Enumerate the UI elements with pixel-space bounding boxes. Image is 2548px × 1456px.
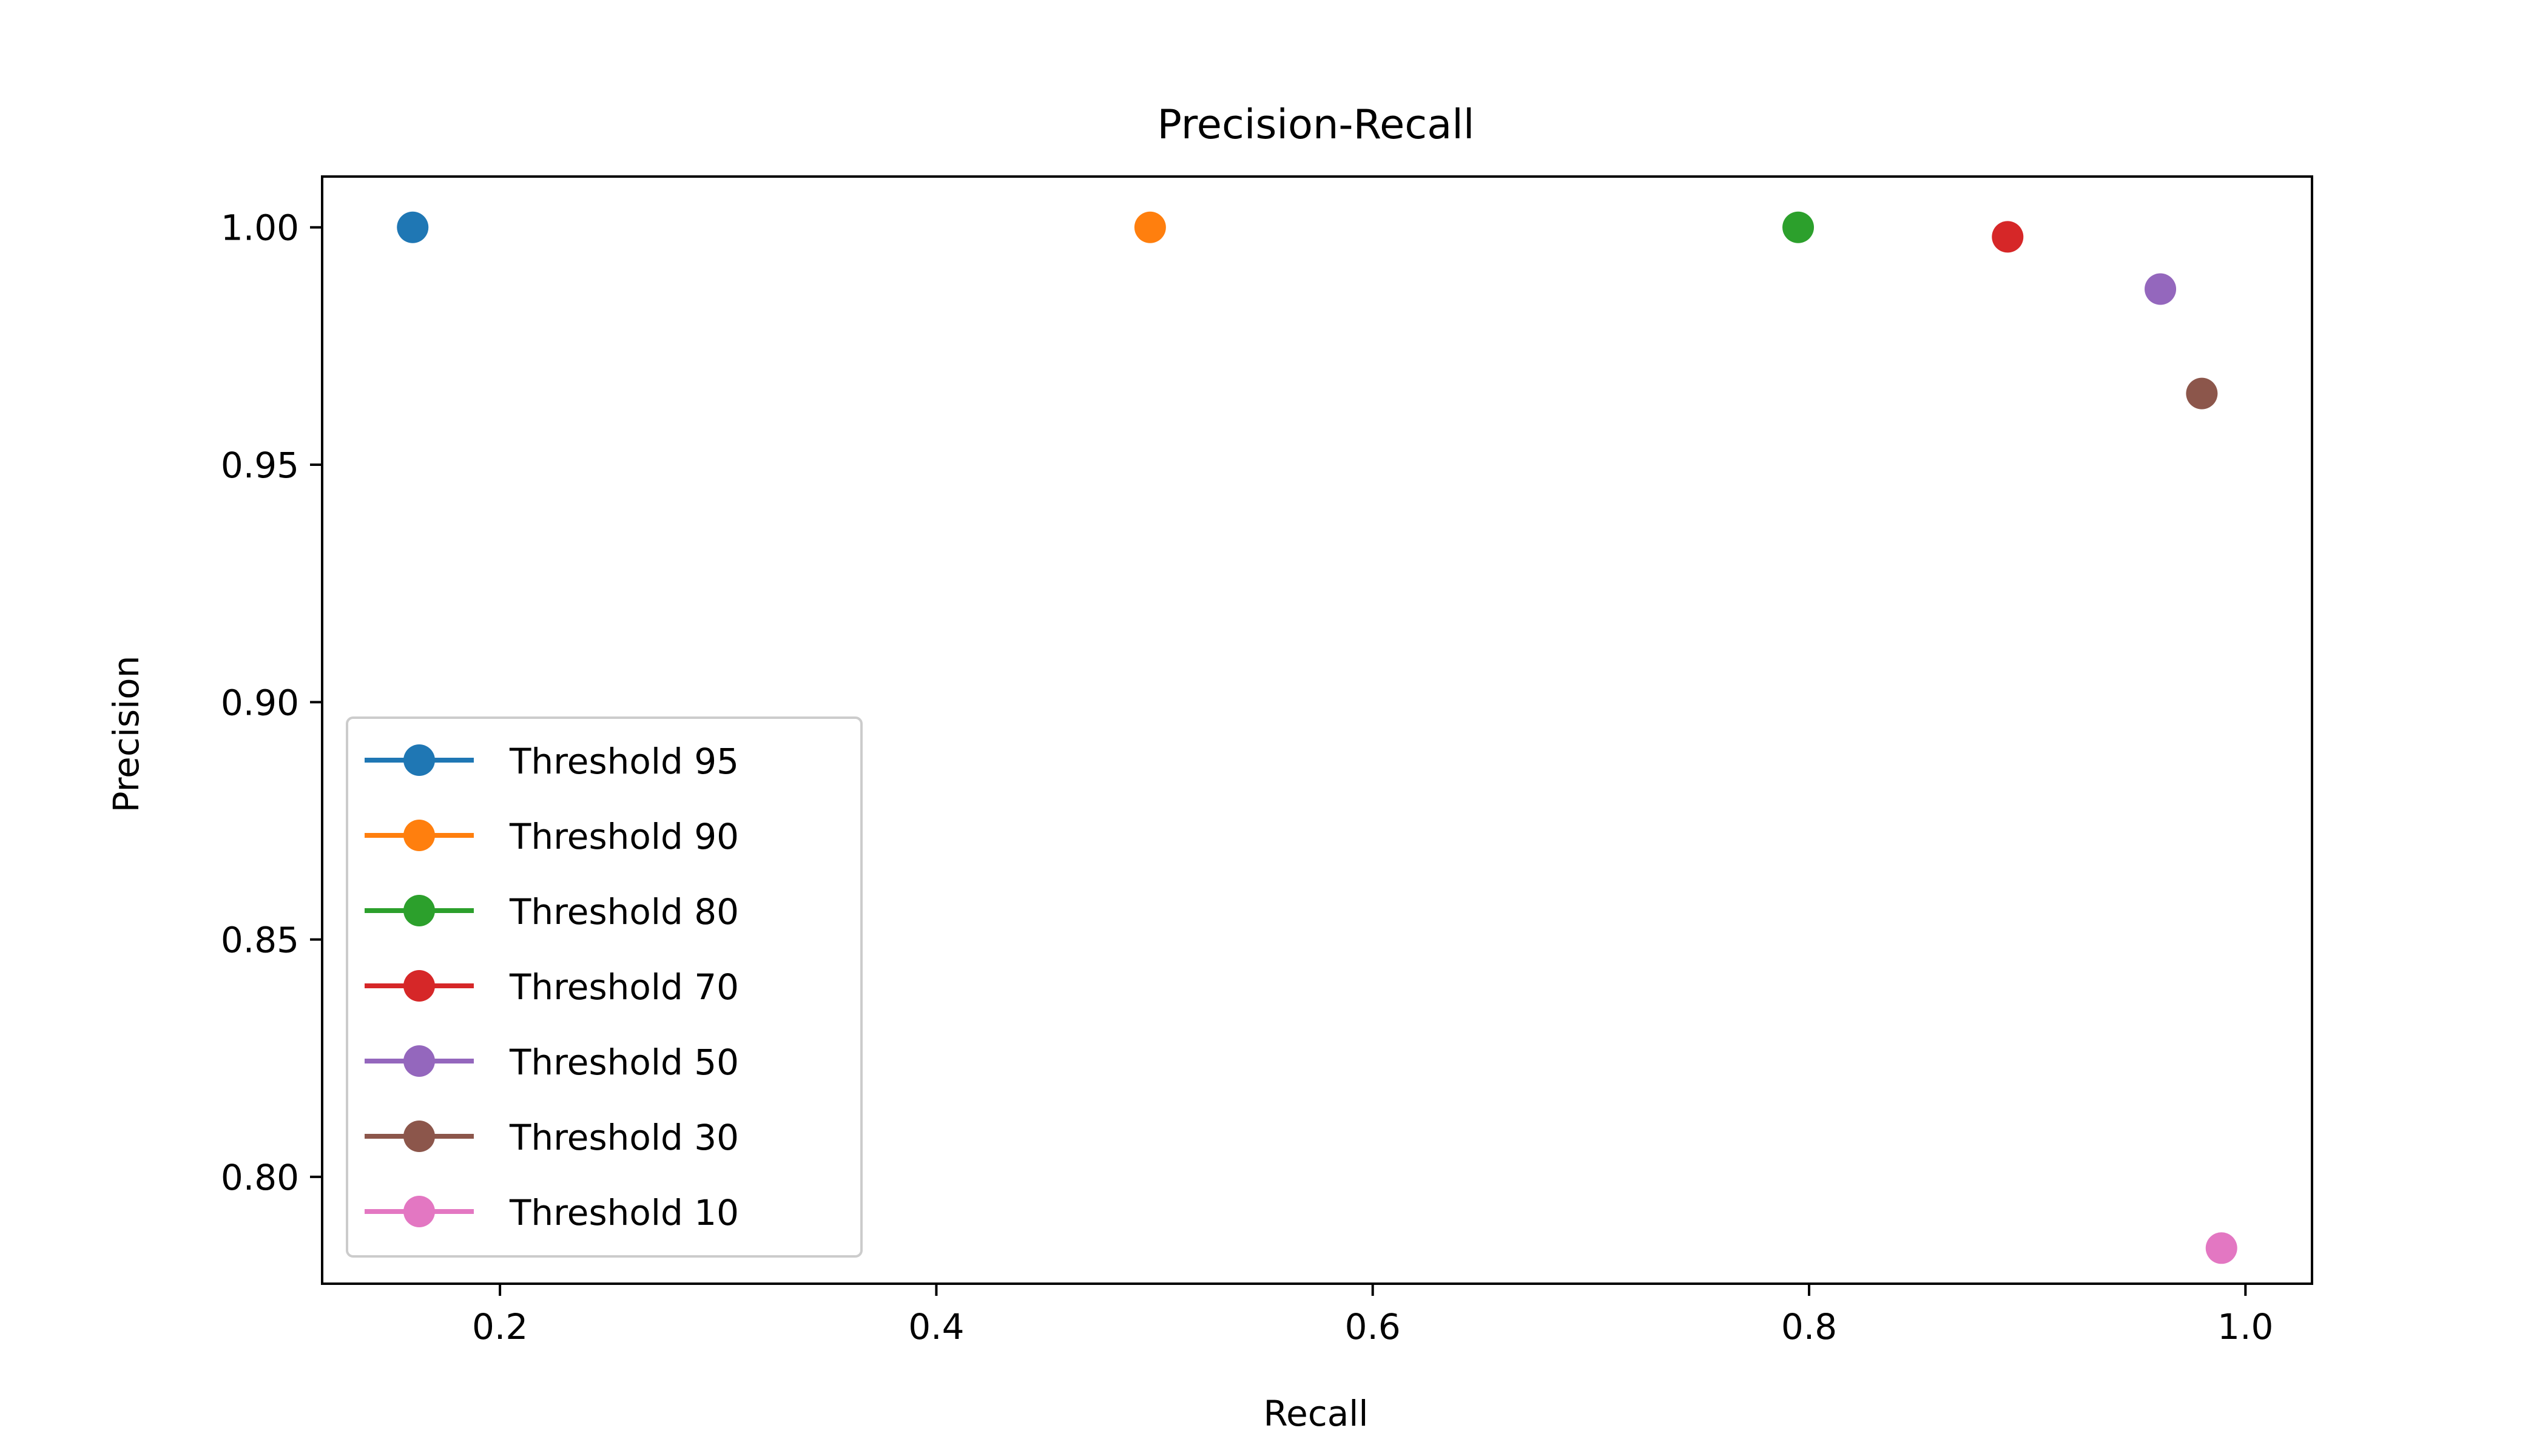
legend-label: Threshold 90 (509, 816, 739, 857)
data-point-series-0 (397, 211, 429, 243)
data-point-series-6 (2205, 1232, 2237, 1264)
legend-marker (403, 1196, 435, 1227)
data-point-series-3 (1992, 221, 2024, 253)
data-point-series-4 (2145, 273, 2177, 305)
data-point-series-1 (1134, 211, 1166, 243)
chart-title: Precision-Recall (1157, 101, 1474, 148)
legend-marker (403, 1045, 435, 1077)
y-axis-label: Precision (106, 656, 147, 813)
legend-marker (403, 744, 435, 776)
legend-label: Threshold 80 (509, 891, 739, 932)
y-tick-label: 0.90 (221, 682, 299, 723)
plot-area (397, 211, 2237, 1264)
legend-label: Threshold 50 (509, 1042, 739, 1083)
legend-items: Threshold 95 Threshold 90 Threshold 80 Thre… (365, 741, 739, 1233)
data-point-series-2 (1782, 211, 1815, 243)
legend-label: Threshold 10 (509, 1192, 739, 1233)
axes-frame (321, 175, 2313, 1285)
y-tick-label: 0.95 (221, 445, 299, 486)
x-tick-label: 1.0 (2217, 1306, 2273, 1347)
x-tick-label: 0.4 (908, 1306, 964, 1347)
data-point-series-5 (2186, 377, 2218, 410)
legend-label: Threshold 30 (509, 1117, 739, 1158)
y-axis-ticks: 0.80 0.85 0.90 0.95 1.00 (221, 207, 322, 1198)
legend-marker (403, 895, 435, 926)
x-tick-label: 0.2 (472, 1306, 528, 1347)
y-tick-label: 1.00 (221, 207, 299, 249)
y-tick-label: 0.85 (221, 920, 299, 961)
legend-marker (403, 820, 435, 851)
legend-marker (403, 970, 435, 1002)
legend-marker (403, 1121, 435, 1152)
x-axis-label: Recall (1263, 1393, 1368, 1434)
legend: Threshold 95 Threshold 90 Threshold 80 Thre… (346, 716, 863, 1258)
x-axis-ticks: 0.2 0.4 0.6 0.8 1.0 (472, 1284, 2273, 1347)
y-tick-label: 0.80 (221, 1157, 299, 1198)
legend-label: Threshold 70 (509, 966, 739, 1008)
x-tick-label: 0.8 (1781, 1306, 1837, 1347)
legend-box (346, 716, 863, 1258)
x-tick-label: 0.6 (1345, 1306, 1401, 1347)
legend-label: Threshold 95 (509, 741, 739, 782)
